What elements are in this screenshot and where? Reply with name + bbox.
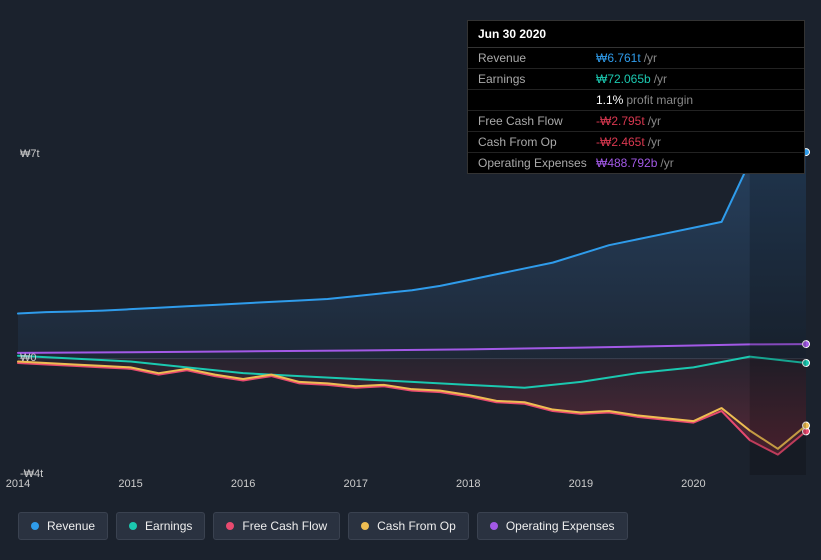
tooltip-metric-value: 1.1%profit margin [596, 93, 794, 107]
tooltip-metric-value: ₩488.792b/yr [596, 156, 794, 170]
x-tick-label: 2014 [6, 478, 30, 490]
chart-legend: Revenue Earnings Free Cash Flow Cash From O… [18, 512, 628, 540]
tooltip-date: Jun 30 2020 [468, 21, 804, 48]
tooltip-metric-label [478, 93, 596, 107]
tooltip-metric-value: ₩6.761t/yr [596, 51, 794, 65]
x-tick-label: 2020 [681, 478, 705, 490]
legend-label: Free Cash Flow [242, 519, 327, 533]
tooltip-row: 1.1%profit margin [468, 90, 804, 111]
tooltip-row: Operating Expenses₩488.792b/yr [468, 153, 804, 173]
hover-tooltip: Jun 30 2020 Revenue₩6.761t/yrEarnings₩72… [467, 20, 805, 174]
legend-item[interactable]: Revenue [18, 512, 108, 540]
tooltip-metric-value: ₩72.065b/yr [596, 72, 794, 86]
tooltip-row: Earnings₩72.065b/yr [468, 69, 804, 90]
x-tick-label: 2017 [343, 478, 367, 490]
legend-item[interactable]: Operating Expenses [477, 512, 628, 540]
legend-dot-icon [361, 522, 369, 530]
legend-item[interactable]: Free Cash Flow [213, 512, 340, 540]
legend-label: Earnings [145, 519, 192, 533]
legend-label: Revenue [47, 519, 95, 533]
legend-dot-icon [490, 522, 498, 530]
tooltip-metric-label: Free Cash Flow [478, 114, 596, 128]
tooltip-metric-value: -₩2.465t/yr [596, 135, 794, 149]
x-axis: 2014201520162017201820192020 [18, 478, 806, 498]
tooltip-row: Cash From Op-₩2.465t/yr [468, 132, 804, 153]
y-tick-label: ₩7t [20, 148, 40, 160]
x-tick-label: 2019 [569, 478, 593, 490]
legend-dot-icon [226, 522, 234, 530]
tooltip-row: Revenue₩6.761t/yr [468, 48, 804, 69]
tooltip-metric-label: Operating Expenses [478, 156, 596, 170]
tooltip-metric-label: Cash From Op [478, 135, 596, 149]
x-tick-label: 2018 [456, 478, 480, 490]
legend-dot-icon [129, 522, 137, 530]
tooltip-row: Free Cash Flow-₩2.795t/yr [468, 111, 804, 132]
x-tick-label: 2016 [231, 478, 255, 490]
tooltip-metric-label: Earnings [478, 72, 596, 86]
legend-item[interactable]: Earnings [116, 512, 205, 540]
y-tick-label: ₩0 [20, 352, 37, 364]
tooltip-metric-value: -₩2.795t/yr [596, 114, 794, 128]
legend-dot-icon [31, 522, 39, 530]
legend-label: Operating Expenses [506, 519, 615, 533]
tooltip-metric-label: Revenue [478, 51, 596, 65]
legend-label: Cash From Op [377, 519, 456, 533]
financials-chart[interactable]: ₩7t₩0-₩4t [18, 155, 806, 495]
legend-item[interactable]: Cash From Op [348, 512, 469, 540]
x-tick-label: 2015 [118, 478, 142, 490]
